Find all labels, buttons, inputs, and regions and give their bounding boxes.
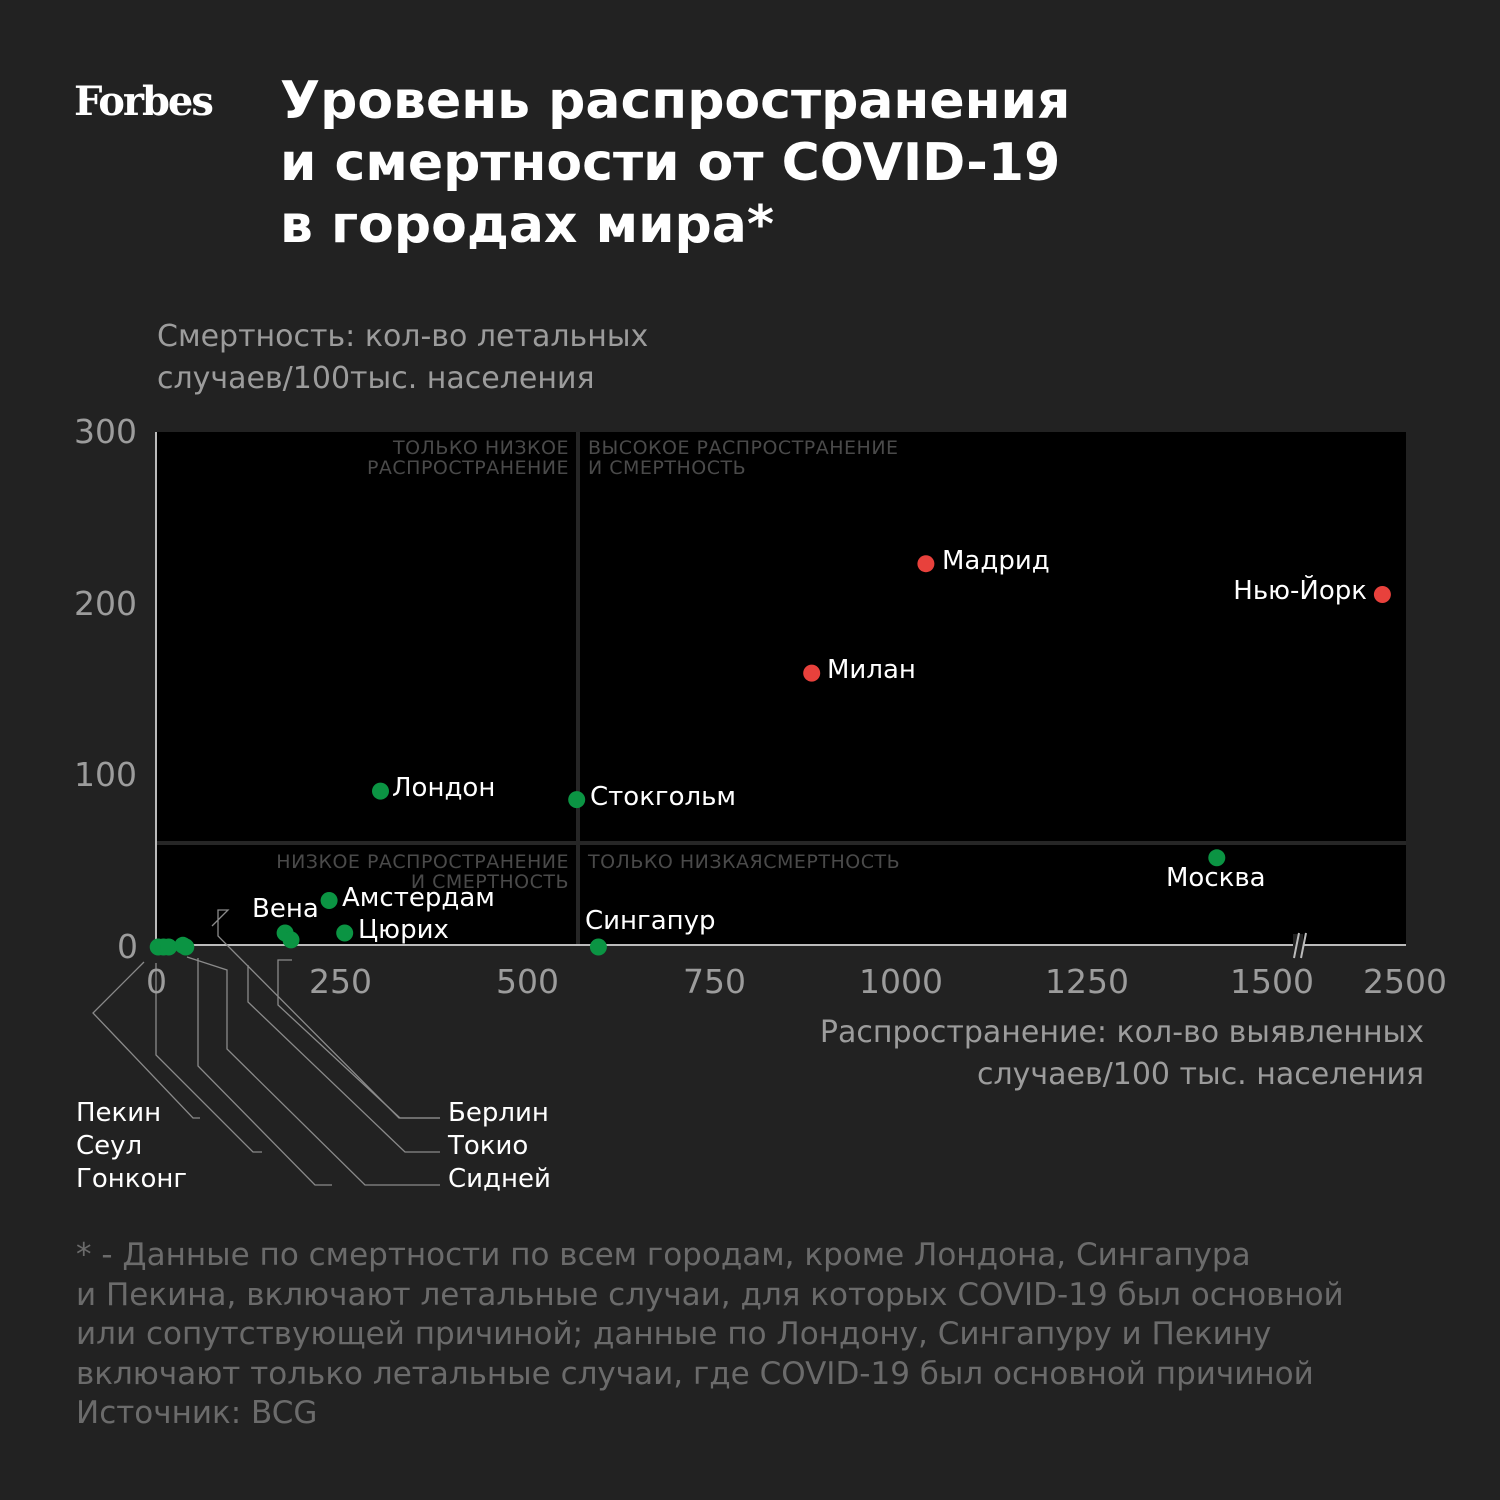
quadrant-label: ВЫСОКОЕ РАСПРОСТРАНЕНИЕ И СМЕРТНОСТЬ	[588, 437, 899, 479]
data-point	[160, 938, 178, 956]
x-tick-label: 2500	[1363, 962, 1447, 1001]
data-point	[589, 938, 607, 956]
quadrant-label: ТОЛЬКО НИЗКОЕ РАСПРОСТРАНЕНИЕ	[366, 437, 569, 479]
point-label: Сидней	[448, 1164, 551, 1194]
point-label: Мадрид	[942, 546, 1050, 576]
data-point	[372, 782, 389, 800]
y-tick-label: 200	[74, 584, 137, 623]
data-point	[320, 892, 338, 909]
plot-area	[157, 432, 1406, 945]
quadrant-label: НИЗКОЕ РАСПРОСТРАНЕНИЕ И СМЕРТНОСТЬ	[276, 851, 569, 893]
point-label: Берлин	[448, 1098, 549, 1128]
forbes-logo: Forbes	[74, 78, 214, 125]
data-point	[803, 664, 821, 682]
x-tick-label: 0	[146, 962, 167, 1001]
leader-lines	[92, 909, 440, 1186]
point-label: Лондон	[392, 773, 496, 803]
y-axis-label: Смертность: кол-во летальных случаев/100…	[157, 319, 649, 396]
page-title: Уровень распространения и смертности от …	[280, 71, 1071, 255]
point-label: Пекин	[76, 1098, 162, 1128]
axis-break-icon	[1293, 932, 1307, 959]
data-point	[1208, 849, 1226, 867]
quadrant-label: ТОЛЬКО НИЗКАЯСМЕРТНОСТЬ	[588, 851, 901, 873]
x-tick-label: 500	[496, 962, 559, 1001]
x-tick-label: 250	[309, 962, 372, 1001]
point-label: Стокгольм	[590, 782, 737, 812]
data-point	[568, 791, 586, 809]
x-tick-label: 1000	[859, 962, 943, 1001]
x-tick-label: 750	[683, 962, 746, 1001]
y-tick-label: 300	[74, 412, 137, 451]
point-label: Токио	[448, 1131, 529, 1161]
point-label: Нью-Йорк	[1233, 576, 1367, 606]
y-tick-label: 0	[117, 927, 138, 966]
point-label: Сингапур	[585, 906, 716, 936]
point-label: Гонконг	[76, 1164, 188, 1194]
point-label: Амстердам	[342, 883, 495, 913]
point-label: Сеул	[76, 1131, 143, 1161]
data-point	[1373, 586, 1391, 603]
point-label: Милан	[827, 655, 916, 685]
x-tick-label: 1250	[1045, 962, 1129, 1001]
data-point	[282, 931, 300, 949]
point-label: Цюрих	[358, 915, 449, 945]
x-axis-label: Распространение: кол-во выявленных случа…	[819, 1015, 1424, 1092]
data-point	[177, 938, 195, 956]
x-tick-label: 1500	[1230, 962, 1314, 1001]
footnote: * - Данные по смертности по всем городам…	[76, 1237, 1344, 1431]
point-label: Вена	[252, 894, 319, 924]
y-tick-label: 100	[74, 755, 137, 794]
data-point	[336, 924, 354, 942]
data-point	[917, 555, 935, 573]
point-label: Москва	[1166, 863, 1266, 893]
